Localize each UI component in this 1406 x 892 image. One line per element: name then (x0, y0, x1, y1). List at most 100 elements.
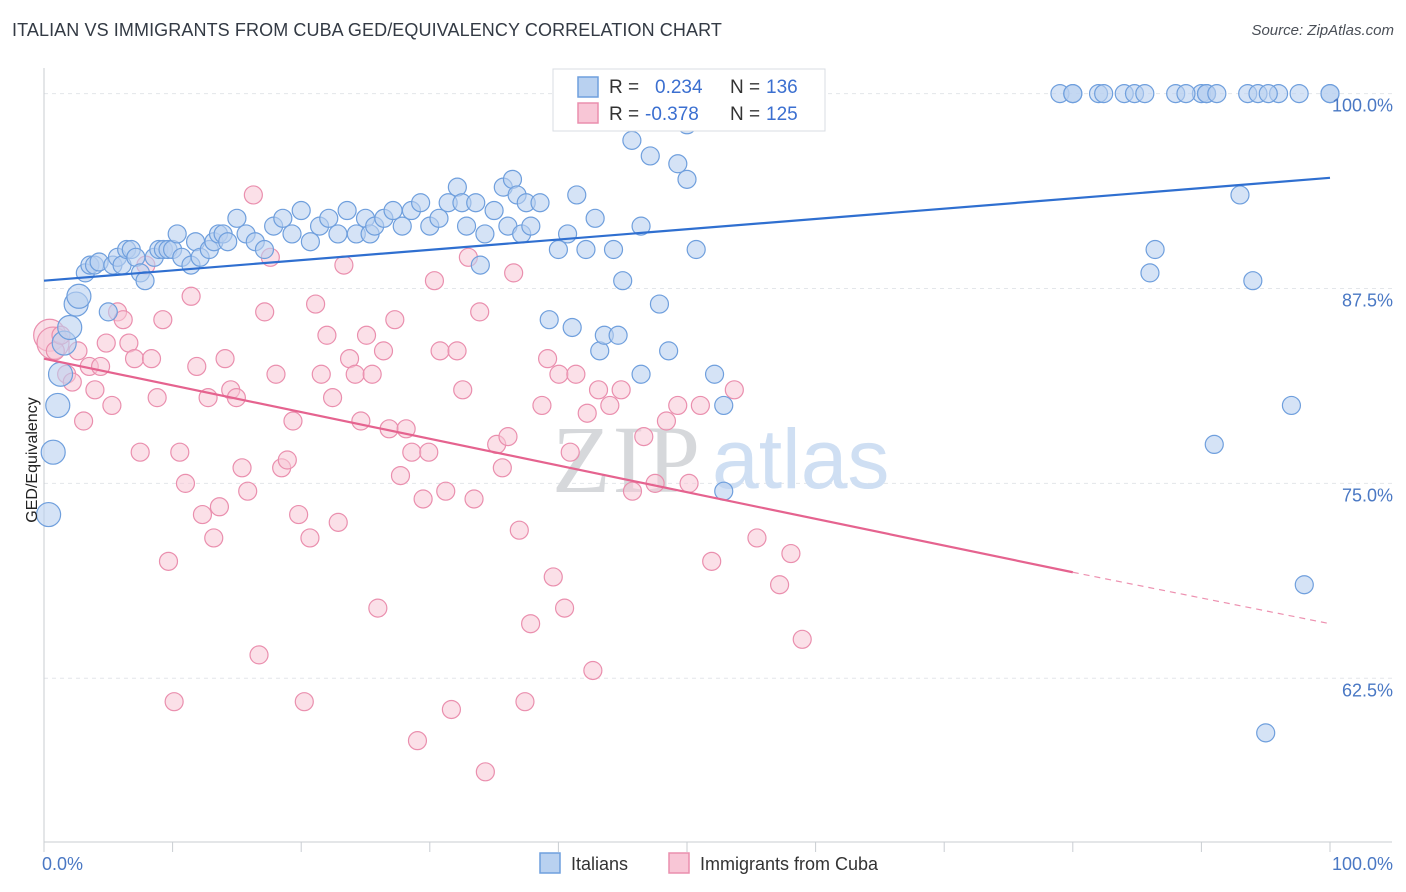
cuba-point-53 (334, 255, 354, 275)
y-tick-label-0: 62.5% (1342, 680, 1393, 700)
italian-point-57 (411, 193, 431, 213)
cuba-point-46 (294, 692, 314, 712)
cuba-point-78 (475, 762, 495, 782)
cuba-point-57 (356, 325, 377, 345)
cuba-point-31 (209, 497, 230, 517)
bottom-legend-swatch-cuba (668, 852, 690, 874)
italian-point-109 (1204, 434, 1224, 455)
cuba-point-95 (588, 380, 609, 400)
cuba-point-86 (532, 395, 552, 416)
cuba-point-56 (351, 411, 371, 431)
cuba-point-72 (441, 699, 462, 720)
italian-point-66 (475, 224, 495, 244)
italian-point-47 (328, 224, 348, 244)
italian-point-64 (466, 193, 486, 213)
bottom-legend-cuba: Immigrants from Cuba (700, 854, 879, 874)
italian-point-80 (567, 185, 587, 205)
cuba-point-70 (430, 341, 450, 361)
cuba-point-58 (362, 364, 382, 384)
legend-cuba-r-value: -0.378 (645, 104, 699, 125)
italian-point-112 (1256, 723, 1276, 743)
cuba-point-16 (124, 349, 145, 369)
italian-point-111 (1243, 271, 1263, 291)
cuba-point-80 (492, 458, 512, 478)
cuba-point-35 (232, 458, 252, 478)
cuba-point-101 (656, 411, 677, 431)
italian-point-43 (291, 200, 311, 221)
cuba-point-71 (436, 481, 456, 501)
legend-cuba-n-label: N = (730, 104, 760, 125)
trend-lines (43, 176, 1331, 625)
italian-point-106 (1140, 263, 1160, 283)
source-credit: Source: ZipAtlas.com (1251, 22, 1394, 39)
cuba-point-88 (543, 567, 563, 587)
italian-point-36 (227, 208, 247, 228)
cuba-point-94 (583, 660, 603, 681)
cuba-point-47 (300, 528, 320, 548)
legend-swatch-cuba (577, 102, 599, 124)
italian-point-26 (167, 224, 187, 244)
legend-cuba-r-label: R = (609, 104, 639, 125)
cuba-point-26 (181, 286, 201, 306)
italian-point-41 (273, 208, 293, 228)
italian-point-5 (57, 314, 83, 341)
x-tick-label-min: 0.0% (42, 854, 83, 874)
italian-point-77 (548, 239, 569, 260)
italian-point-120 (1145, 239, 1165, 260)
cuba-point-66 (407, 731, 428, 751)
italian-point-42 (282, 224, 302, 244)
cuba-point-7 (74, 411, 94, 431)
cuba-point-85 (521, 614, 541, 634)
cuba-point-27 (187, 356, 207, 377)
cuba-point-92 (566, 364, 586, 384)
cuba-point-76 (464, 489, 484, 509)
italian-point-7 (66, 283, 92, 309)
y-tick-labels: 62.5% 75.0% 87.5% 100.0% (1332, 96, 1393, 701)
cuba-point-44 (283, 411, 303, 431)
cuba-point-38 (249, 645, 269, 665)
italian-point-91 (640, 146, 660, 166)
legend-italians-r-value: 0.234 (655, 77, 703, 98)
cuba-point-49 (311, 364, 331, 384)
y-tick-label-1: 75.0% (1342, 485, 1393, 505)
cuba-point-19 (141, 349, 162, 369)
cuba-point-81 (498, 427, 518, 447)
italians-points (35, 83, 1340, 743)
italian-point-89 (631, 216, 651, 236)
cuba-point-45 (289, 504, 309, 525)
cuba-point-41 (266, 364, 286, 384)
cuba-point-98 (622, 481, 643, 501)
cuba-point-67 (413, 489, 433, 509)
cuba-point-23 (164, 692, 184, 712)
bottom-legend: Italians Immigrants from Cuba (539, 852, 879, 874)
italian-point-98 (704, 364, 725, 384)
cuba-point-20 (147, 388, 167, 408)
cuba-point-106 (724, 380, 744, 400)
italian-point-121 (1176, 83, 1196, 104)
bottom-legend-swatch-italians (539, 852, 561, 874)
italian-point-95 (677, 169, 697, 189)
legend-italians-n-label: N = (730, 77, 760, 98)
cuba-point-109 (781, 543, 801, 564)
cuba-trend-line (43, 357, 1074, 574)
cuba-point-87 (537, 349, 558, 369)
italian-point-3 (47, 361, 74, 387)
cuba-point-89 (549, 364, 569, 384)
italian-point-128 (1289, 83, 1309, 104)
chart-title: ITALIAN VS IMMIGRANTS FROM CUBA GED/EQUI… (12, 20, 722, 40)
cuba-point-97 (611, 380, 631, 400)
italian-point-48 (337, 200, 357, 221)
cuba-point-110 (792, 629, 812, 649)
italian-point-119 (1135, 83, 1155, 104)
cuba-point-22 (158, 551, 179, 571)
cuba-point-25 (175, 473, 196, 493)
cuba-point-60 (373, 341, 394, 361)
italian-point-46 (319, 208, 339, 228)
italian-point-55 (392, 216, 412, 236)
cuba-point-32 (215, 349, 235, 369)
italian-point-88 (622, 130, 642, 150)
italian-point-35 (218, 232, 238, 252)
y-axis-label: GED/Equivalency (24, 397, 41, 522)
cuba-point-17 (130, 442, 150, 462)
cuba-point-39 (255, 302, 275, 322)
